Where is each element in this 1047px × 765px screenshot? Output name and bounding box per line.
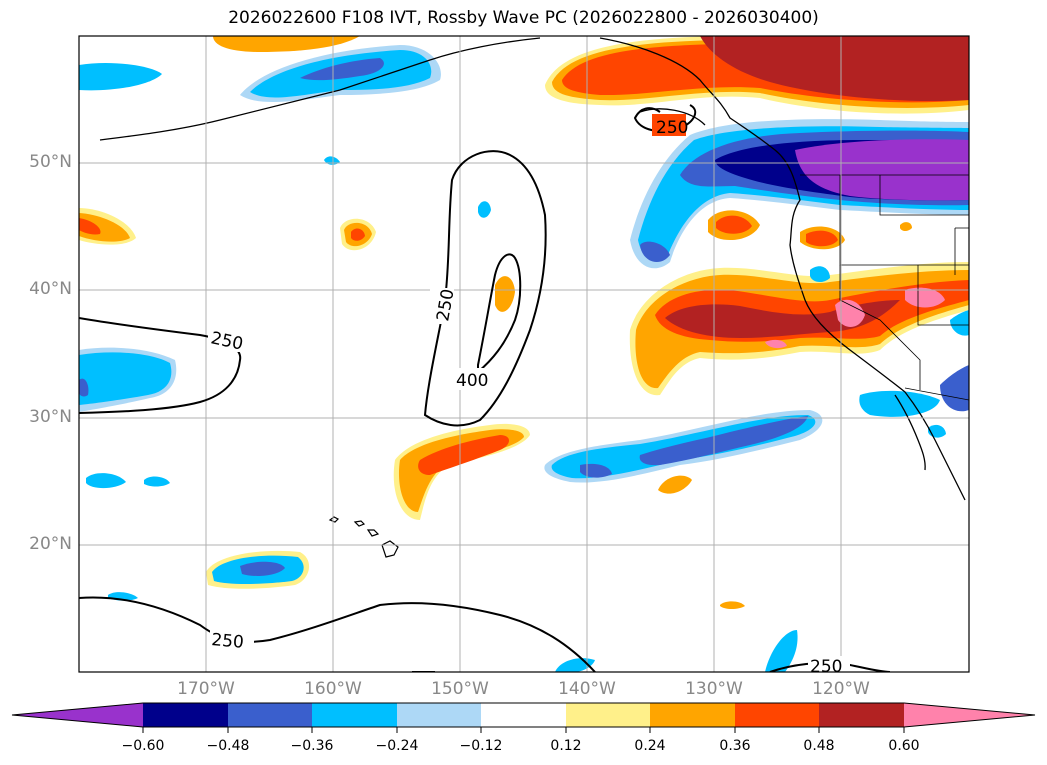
- anomaly-alaska-high: [300, 58, 384, 81]
- contour-label-bg-west: [208, 328, 252, 352]
- colorbar: [11, 702, 1036, 733]
- lat-label-20n: 20°N: [29, 534, 72, 554]
- contour-label-bg-south: [210, 630, 254, 652]
- contour-250-south: [79, 596, 596, 672]
- contour-250-west: [79, 317, 242, 414]
- anomaly-east-edge-neg: [940, 365, 969, 412]
- map-frame: [78, 35, 970, 673]
- us-mexico-border: [904, 387, 969, 401]
- anomaly-idaho-pos: [900, 222, 912, 231]
- colorbar-label: −0.60: [121, 738, 165, 754]
- colorbar-segment-5: [481, 703, 566, 727]
- state-borders-b: [839, 265, 921, 390]
- maui: [366, 529, 380, 537]
- anomaly-east-edge-neg2: [950, 310, 969, 336]
- contour-label-south: 250: [211, 630, 245, 653]
- colorbar-label: 0.60: [888, 738, 920, 754]
- anomaly-oval-pos: [495, 276, 515, 312]
- anomaly-subtropical-west: [580, 463, 612, 478]
- contour-400-oval: [477, 253, 522, 375]
- state-borders-e: [954, 227, 969, 275]
- colorbar-segment-7: [650, 703, 735, 727]
- contour-label-alaska: 250: [656, 118, 688, 138]
- colorbar-label: −0.12: [459, 738, 503, 754]
- north-america-coastline: [599, 37, 966, 501]
- colorbar-segment-3: [312, 703, 397, 727]
- lon-label-150w: 150°W: [431, 679, 489, 699]
- anomaly-west-aleutian: [79, 63, 162, 91]
- anomaly-west-mid: [79, 352, 172, 405]
- anomaly-pnw-max: [795, 139, 969, 201]
- colorbar-label: −0.36: [290, 738, 334, 754]
- anomaly-california-max: [835, 299, 865, 327]
- colorbar-segment-1: [143, 703, 228, 727]
- map-title: 2026022600 F108 IVT, Rossby Wave PC (202…: [228, 8, 819, 28]
- colorbar-extend-right: [904, 703, 1035, 727]
- colorbar-label: 0.12: [550, 738, 582, 754]
- anomaly-oval-neg: [478, 201, 491, 218]
- colorbar-segment-4: [397, 703, 481, 727]
- contour-label-oval-inner: 400: [456, 371, 488, 391]
- colorbar-segment-9: [819, 703, 904, 727]
- gridlines: [79, 36, 969, 672]
- anomaly-aleutian-positive: [213, 36, 360, 52]
- anomaly-offshore-blob-high: [716, 215, 752, 234]
- anomaly-offshore-max: [765, 339, 787, 349]
- colorbar-segment-6: [566, 703, 650, 727]
- anomaly-15n-east: [720, 601, 745, 609]
- contour-label-southeast: 250: [810, 657, 842, 677]
- big-island: [381, 540, 399, 558]
- anomaly-blob-28n: [658, 475, 692, 494]
- contour-label-bg-alaska: [652, 114, 686, 136]
- contour-250-alaska: [633, 104, 697, 133]
- contour-labels: 250 250 400 250 250 250: [208, 114, 850, 677]
- lat-label-50n: 50°N: [29, 152, 72, 172]
- anomaly-subtropical-pos-high: [418, 435, 509, 475]
- lat-label-30n: 30°N: [29, 407, 72, 427]
- oahu: [353, 520, 366, 527]
- anomaly-18n-high: [240, 561, 285, 576]
- lon-label-170w: 170°W: [177, 679, 235, 699]
- ivt-anomaly-fill: [79, 36, 969, 672]
- political-borders: [800, 174, 969, 401]
- anomaly-west-high: [79, 378, 89, 397]
- anomaly-subtropical-high: [639, 416, 808, 466]
- baja-coastline: [894, 394, 926, 471]
- contour-label-bg-southeast: [808, 656, 850, 674]
- anomaly-south-east-neg: [765, 630, 798, 672]
- colorbar-segment-8: [735, 703, 819, 727]
- anomaly-24n-blob-a: [86, 473, 126, 489]
- lon-label-120w: 120°W: [812, 679, 870, 699]
- anomaly-gulf-of-alaska-max: [700, 36, 969, 102]
- anomaly-pnw-west-lobe: [640, 241, 670, 263]
- state-borders-c: [879, 175, 969, 216]
- colorbar-ticks: [142, 727, 905, 733]
- gulf-coast-fragment: [639, 108, 706, 126]
- anomaly-baja-neg: [859, 390, 940, 417]
- aleutian-chain: [99, 37, 541, 141]
- anomaly-45n-central-high: [351, 228, 365, 241]
- colorbar-extend-left: [12, 703, 143, 727]
- lon-label-160w: 160°W: [304, 679, 362, 699]
- anomaly-45n-west-mid: [79, 213, 130, 242]
- lon-label-130w: 130°W: [685, 679, 743, 699]
- lon-label-140w: 140°W: [558, 679, 616, 699]
- colorbar-label: −0.48: [206, 738, 250, 754]
- colorbar-label: 0.24: [634, 738, 666, 754]
- contour-label-bg-oval-inner: [455, 368, 493, 390]
- state-borders-d: [917, 265, 969, 326]
- colorbar-label: −0.24: [375, 738, 419, 754]
- contour-label-bg-oval-outer: [430, 288, 454, 324]
- anomaly-45n-west-high: [79, 218, 101, 235]
- anomaly-24n-blob-b: [144, 476, 170, 487]
- anomaly-nevada-max: [905, 287, 945, 308]
- anomaly-coast-neg: [810, 266, 830, 283]
- anomaly-oregon-high: [806, 230, 838, 247]
- colorbar-label: 0.48: [803, 738, 835, 754]
- colorbar-label: 0.36: [719, 738, 751, 754]
- lat-label-40n: 40°N: [29, 279, 72, 299]
- colorbar-segment-2: [228, 703, 312, 727]
- coastlines: [99, 37, 966, 501]
